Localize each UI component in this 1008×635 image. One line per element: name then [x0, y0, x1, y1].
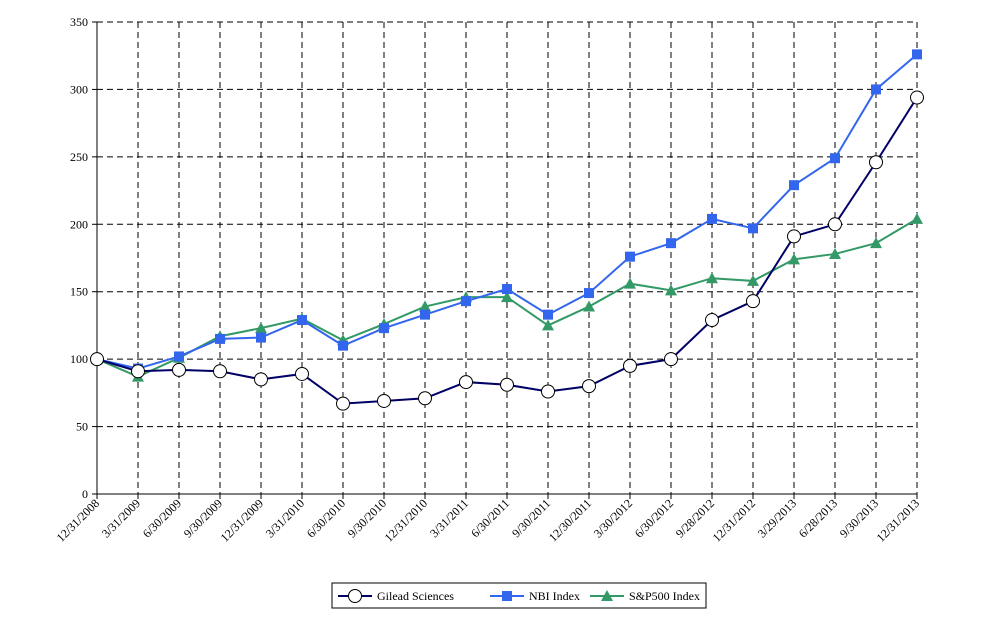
data-point: [255, 322, 267, 334]
data-point: [910, 90, 924, 105]
data-point: [912, 49, 922, 60]
x-tick-labels: 12/31/20083/31/20096/30/20099/30/200912/…: [54, 496, 923, 545]
legend-marker: [502, 591, 512, 601]
legend-marker: [601, 590, 613, 601]
legend-item: S&P500 Index: [590, 589, 700, 603]
data-point: [174, 351, 184, 362]
y-tick-label: 100: [70, 352, 88, 366]
data-point: [623, 358, 637, 373]
axes: [92, 21, 918, 499]
legend-marker: [348, 589, 362, 603]
data-point: [501, 291, 513, 303]
x-tick-label: 6/28/2013: [796, 496, 840, 540]
x-tick-label: 6/30/2009: [140, 496, 184, 540]
series-line: [96, 53, 918, 370]
y-tick-label: 350: [70, 15, 88, 29]
x-tick-label: 12/31/2012: [710, 496, 759, 545]
data-point: [336, 396, 350, 411]
data-point: [131, 364, 145, 379]
x-tick-label: 3/31/2010: [263, 496, 307, 540]
y-tick-label: 150: [70, 285, 88, 299]
y-tick-label: 250: [70, 150, 88, 164]
y-tick-labels: 0 50 100 150 200 250 300 350: [70, 15, 88, 501]
data-point: [828, 217, 842, 232]
legend-item: Gilead Sciences: [338, 589, 454, 603]
y-tick-label: 300: [70, 82, 88, 96]
x-tick-label: 12/31/2010: [382, 496, 431, 545]
data-point: [705, 313, 719, 328]
x-tick-label: 12/31/2009: [218, 496, 267, 545]
data-point: [583, 300, 595, 312]
data-point: [256, 332, 266, 343]
data-point: [624, 277, 636, 289]
legend-label: Gilead Sciences: [377, 589, 454, 603]
data-point: [254, 372, 268, 387]
data-point: [788, 253, 800, 265]
data-point: [666, 238, 676, 249]
x-tick-label: 3/30/2012: [591, 496, 635, 540]
x-tick-label: 12/31/2013: [874, 496, 923, 545]
data-point: [829, 247, 841, 259]
data-point: [665, 284, 677, 296]
data-point: [542, 319, 554, 331]
data-point: [338, 340, 348, 351]
data-point: [541, 384, 555, 399]
legend-label: NBI Index: [529, 589, 580, 603]
data-point: [461, 296, 471, 307]
y-tick-label: 50: [76, 420, 88, 434]
data-point: [213, 364, 227, 379]
y-tick-label: 0: [82, 487, 88, 501]
data-point: [869, 155, 883, 170]
data-point: [747, 274, 759, 286]
legend-item: NBI Index: [490, 589, 580, 603]
x-tick-label: 12/30/2011: [546, 496, 594, 544]
data-point: [420, 309, 430, 320]
data-point: [379, 323, 389, 334]
x-tick-label: 3/31/2009: [99, 496, 143, 540]
data-point: [625, 251, 635, 262]
data-point: [543, 309, 553, 320]
data-point: [748, 223, 758, 234]
x-tick-label: 3/29/2013: [755, 496, 799, 540]
data-point: [377, 393, 391, 408]
data-point: [297, 315, 307, 326]
data-point: [500, 377, 514, 392]
data-point: [706, 272, 718, 284]
data-point: [295, 366, 309, 381]
data-point: [664, 352, 678, 367]
data-point: [418, 391, 432, 406]
legend-label: S&P500 Index: [629, 589, 700, 603]
data-point: [459, 375, 473, 390]
data-point: [830, 153, 840, 164]
data-point: [419, 300, 431, 312]
series-group: [90, 49, 924, 411]
series-gilead-sciences: [90, 90, 924, 411]
x-tick-label: 12/31/2008: [54, 496, 103, 545]
y-tick-label: 200: [70, 217, 88, 231]
data-point: [502, 284, 512, 295]
data-point: [746, 294, 760, 309]
x-tick-label: 3/31/2011: [427, 496, 471, 540]
data-point: [870, 237, 882, 249]
data-point: [707, 213, 717, 224]
data-point: [584, 288, 594, 299]
data-point: [871, 84, 881, 95]
legend: Gilead Sciences NBI Index S&P500 Index: [331, 582, 707, 609]
x-tick-label: 6/30/2012: [632, 496, 676, 540]
data-point: [90, 352, 104, 367]
data-point: [172, 362, 186, 377]
data-point: [582, 379, 596, 394]
data-point: [911, 212, 923, 224]
data-point: [215, 333, 225, 344]
x-tick-label: 6/30/2011: [468, 496, 512, 540]
data-point: [789, 180, 799, 191]
x-tick-label: 6/30/2010: [304, 496, 348, 540]
data-point: [787, 229, 801, 244]
